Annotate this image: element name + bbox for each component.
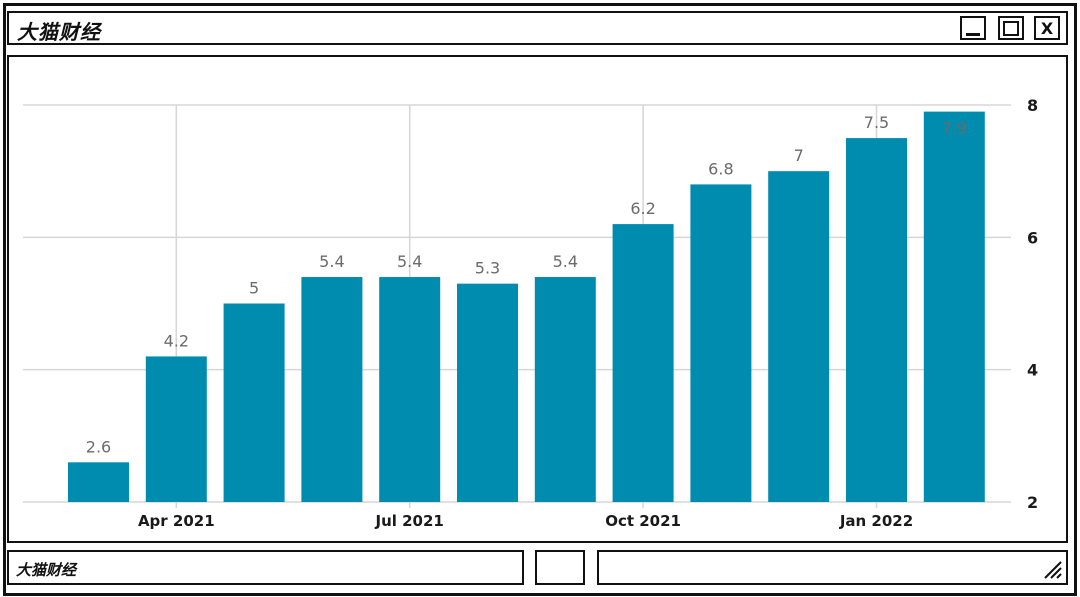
bar (534, 277, 596, 502)
data-label: 7.5 (864, 113, 889, 132)
resize-grip-icon[interactable] (1041, 558, 1063, 580)
x-tick-label: Jul 2021 (375, 512, 444, 530)
data-label: 7.9 (942, 119, 967, 138)
data-label: 4.2 (164, 331, 189, 350)
bar (690, 184, 752, 502)
status-bar-left: 大猫财经 (7, 550, 524, 585)
x-tick-label: Jan 2022 (839, 512, 913, 530)
close-button[interactable]: X (1034, 16, 1060, 40)
bar (923, 111, 985, 502)
data-label: 7 (794, 146, 804, 165)
data-label: 5.3 (475, 259, 500, 278)
bar (145, 356, 207, 502)
data-label: 6.8 (708, 159, 733, 178)
bar (68, 462, 129, 502)
data-label: 5.4 (553, 252, 578, 271)
bar (768, 171, 830, 502)
data-label: 5.4 (319, 252, 344, 271)
close-icon: X (1040, 18, 1054, 38)
title-bar: 大猫财经 X (7, 11, 1068, 45)
data-label: 5.4 (397, 252, 422, 271)
bar (457, 283, 518, 502)
data-label: 6.2 (630, 199, 655, 218)
bar (301, 277, 363, 502)
y-tick-label: 4 (1027, 361, 1038, 380)
maximize-button[interactable] (998, 16, 1024, 40)
bar (223, 303, 285, 502)
minimize-button[interactable] (960, 16, 986, 40)
bar (846, 138, 907, 502)
y-tick-label: 2 (1027, 493, 1038, 512)
data-label: 5 (249, 279, 259, 298)
status-text: 大猫财经 (16, 561, 77, 579)
y-tick-label: 6 (1027, 228, 1038, 247)
chart-panel: 2.6 4.2 5 5.4 5.4 5.3 5.4 6.2 6.8 7 7.5 7.9 2 4 6 8 Apr … (7, 55, 1068, 543)
window-title: 大猫财经 (17, 20, 101, 44)
status-bar-middle (535, 550, 585, 585)
bar (379, 277, 441, 502)
x-tick-label: Oct 2021 (605, 512, 681, 530)
data-label: 2.6 (86, 437, 111, 456)
minimize-icon (966, 32, 980, 36)
maximize-icon (1003, 20, 1019, 36)
bar (612, 224, 674, 502)
x-tick-label: Apr 2021 (138, 512, 215, 530)
y-tick-label: 8 (1027, 96, 1038, 115)
bar-chart: 2.6 4.2 5 5.4 5.4 5.3 5.4 6.2 6.8 7 7.5 7.9 2 4 6 8 Apr … (23, 96, 1038, 530)
status-bar-right (597, 550, 1068, 585)
